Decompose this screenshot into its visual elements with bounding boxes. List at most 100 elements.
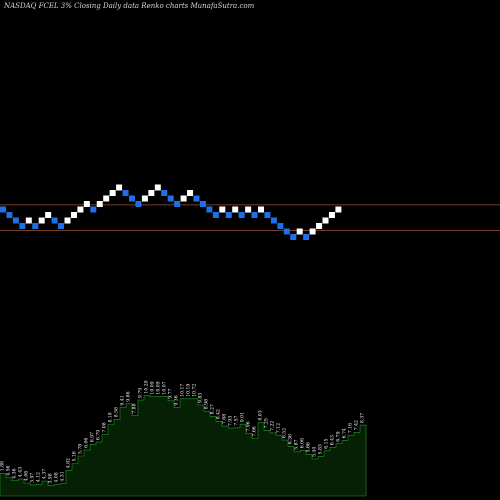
volume-label: 7.93 [228, 416, 234, 426]
volume-label: 4.82 [66, 458, 72, 468]
renko-brick-down [0, 206, 6, 213]
volume-label: 7.66 [252, 426, 258, 436]
chart-title: NASDAQ FCEL 3% Closing Daily data Renko … [3, 2, 255, 10]
volume-label: 7.12 [276, 423, 282, 433]
renko-brick-up [328, 212, 335, 218]
volume-label: 6.79 [336, 431, 342, 441]
renko-brick-down [6, 212, 13, 218]
volume-label: 4.06 [24, 471, 30, 481]
renko-brick-down [193, 195, 200, 202]
renko-brick-up [335, 206, 342, 213]
renko-brick-up [245, 206, 252, 213]
renko-brick-down [12, 217, 19, 224]
renko-brick-down [264, 212, 271, 218]
volume-label: 8.42 [216, 409, 222, 419]
volume-label: 8.03 [258, 410, 264, 420]
volume-area [0, 395, 367, 497]
renko-brick-down [225, 212, 232, 218]
renko-brick-down [19, 223, 26, 229]
volume-label: 8.18 [108, 412, 114, 422]
volume-label: 10.29 [144, 380, 150, 393]
renko-brick-down [122, 190, 129, 196]
volume-label: 7.22 [270, 421, 276, 431]
volume-label: 9.36 [174, 395, 180, 405]
renko-brick-down [206, 206, 213, 213]
renko-brick-up [83, 201, 90, 207]
renko-brick-down [167, 195, 174, 202]
renko-brick-up [296, 228, 303, 235]
renko-brick-down [174, 201, 181, 207]
volume-label: 9.86 [126, 391, 132, 401]
renko-brick-down [277, 223, 284, 229]
volume-label: 6.97 [90, 432, 96, 442]
volume-label: 7.68 [222, 414, 228, 424]
volume-label: 9.77 [168, 388, 174, 398]
volume-label: 3.97 [30, 473, 36, 483]
volume-label: 6.52 [282, 428, 288, 438]
renko-brick-down [32, 223, 39, 229]
volume-label: 4.56 [6, 465, 12, 475]
volume-labels: 1.88 4.56 4.36 4.43 4.06 3.97 4.12 4.37 3.98 4.08… [0, 380, 366, 483]
renko-brick-down [199, 201, 206, 207]
renko-brick-down [58, 223, 65, 229]
renko-brick-down [161, 190, 168, 196]
volume-label: 6.15 [324, 438, 330, 448]
volume-label: 10.09 [156, 381, 162, 394]
volume-label: 8.58 [114, 407, 120, 417]
renko-brick-down [90, 206, 97, 213]
renko-brick-up [45, 212, 52, 218]
renko-brick-up [219, 206, 226, 213]
renko-brick-up [258, 206, 264, 213]
volume-label: 7.88 [132, 403, 138, 413]
volume-label: 10.72 [192, 384, 198, 397]
renko-brick-down [129, 195, 135, 202]
volume-label: 5.44 [312, 447, 318, 457]
renko-brick-up [77, 206, 84, 213]
renko-brick-down [212, 212, 219, 218]
volume-label: 6.06 [84, 438, 90, 448]
volume-label: 8.37 [360, 413, 366, 423]
volume-label: 9.83 [198, 393, 204, 403]
volume-area-path [0, 395, 367, 497]
renko-brick-down [290, 234, 297, 240]
renko-brick-down [251, 212, 258, 218]
volume-label: 6.74 [342, 428, 348, 438]
renko-brick-down [270, 217, 277, 224]
renko-brick-up [180, 195, 187, 202]
renko-brick-down [135, 201, 142, 207]
volume-label: 9.41 [120, 395, 126, 405]
renko-brick-down [51, 217, 58, 224]
volume-label: 6.79 [96, 430, 102, 440]
renko-brick-up [38, 217, 45, 224]
volume-label: 1.88 [0, 461, 6, 471]
volume-label: 4.12 [36, 472, 42, 482]
renko-brick-up [109, 190, 116, 196]
renko-brick-up [322, 217, 329, 224]
volume-label: 7.25 [264, 418, 270, 428]
volume-label: 6.06 [300, 438, 306, 448]
volume-label: 6.43 [330, 435, 336, 445]
volume-label: 7.57 [234, 415, 240, 425]
volume-label: 4.36 [12, 468, 18, 478]
volume-label: 5.87 [294, 439, 300, 449]
volume-label: 5.66 [306, 442, 312, 452]
volume-label: 4.31 [60, 471, 66, 481]
renko-brick-up [148, 190, 155, 196]
renko-brick-down [238, 212, 245, 218]
volume-label: 5.78 [78, 444, 84, 454]
volume-label: 5.83 [318, 444, 324, 454]
renko-brick-up [309, 228, 316, 235]
renko-brick-up [116, 184, 123, 191]
volume-label: 7.42 [354, 420, 360, 430]
volume-label: 9.01 [240, 412, 246, 422]
volume-label: 10.19 [186, 384, 192, 397]
volume-label: 3.98 [48, 473, 54, 483]
volume-label: 10.17 [180, 384, 186, 397]
renko-brick-down [303, 234, 310, 240]
renko-brick-up [187, 190, 194, 196]
volume-label: 7.16 [348, 423, 354, 433]
volume-label: 4.37 [42, 469, 48, 479]
reference-lines [0, 204, 500, 232]
